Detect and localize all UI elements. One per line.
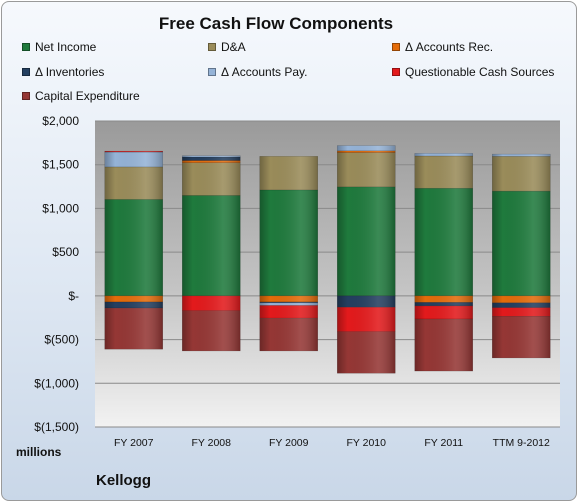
plot-area: [95, 121, 560, 427]
bar-segment-shade: [492, 154, 551, 157]
x-tick-label: FY 2008: [191, 437, 231, 449]
legend-swatch-net-income: [22, 43, 30, 51]
y-tick-label: $-: [68, 289, 79, 303]
y-tick-label: $500: [52, 245, 79, 259]
bar-segment-shade: [337, 307, 396, 332]
bar-segment-shade: [414, 153, 473, 156]
legend-label: Δ Accounts Pay.: [221, 65, 308, 79]
legend-swatch-accounts-rec: [392, 43, 400, 51]
bar-segment-shade: [259, 156, 318, 190]
y-tick-label: $1,000: [42, 201, 79, 215]
bar-segment-shade: [182, 162, 241, 196]
legend-item-accounts-rec: Δ Accounts Rec.: [392, 40, 493, 54]
x-tick-label: FY 2011: [424, 437, 463, 449]
bar-stack: [104, 150, 163, 350]
bar-stack: [414, 153, 473, 372]
bar-segment-shade: [337, 150, 396, 153]
bar-segment-shade: [104, 151, 163, 153]
bar-segment-shade: [492, 302, 551, 308]
bar-segment-shade: [182, 310, 241, 351]
x-tick-label: FY 2010: [346, 437, 386, 449]
bar-segment-shade: [414, 305, 473, 320]
bar-segment-shade: [104, 295, 163, 302]
bar-segment-shade: [414, 295, 473, 303]
bar-segment-shade: [259, 189, 318, 296]
bar-segment-shade: [104, 152, 163, 167]
bars: [104, 145, 551, 374]
legend-label: Δ Accounts Rec.: [405, 40, 494, 54]
bar-segment-shade: [337, 331, 396, 374]
bar-segment-shade: [259, 318, 318, 351]
bar-segment-shade: [337, 145, 396, 151]
bar-segment-shade: [182, 295, 241, 311]
legend-swatch-accounts-pay: [208, 68, 216, 76]
bar-segment-shade: [104, 199, 163, 296]
legend-label: Questionable Cash Sources: [405, 65, 555, 79]
y-tick-label: $(500): [44, 333, 79, 347]
bar-segment-shade: [414, 319, 473, 372]
bar-segment-shade: [492, 307, 551, 317]
bar-segment-shade: [104, 308, 163, 350]
legend-label: Net Income: [35, 40, 97, 54]
company-name: Kellogg: [96, 472, 151, 489]
chart-title: Free Cash Flow Components: [158, 14, 394, 33]
bar-segment-shade: [492, 156, 551, 192]
legend-item-net-income: Net Income: [22, 40, 96, 54]
bar-segment-shade: [104, 166, 163, 200]
legend-swatch-inventories: [22, 68, 30, 76]
legend-swatch-questionable-cash: [392, 68, 400, 76]
bar-segment-shade: [414, 302, 473, 306]
bar-segment-shade: [182, 160, 241, 163]
bar-segment-shade: [104, 301, 163, 309]
legend-label: Capital Expenditure: [35, 89, 140, 103]
x-tick-label: FY 2009: [269, 437, 309, 449]
gridlines: [95, 120, 560, 428]
bar-segment-shade: [337, 295, 396, 308]
legend-swatch-da: [208, 43, 216, 51]
legend-item-accounts-pay: Δ Accounts Pay.: [208, 65, 308, 79]
legend-item-questionable-cash: Questionable Cash Sources: [392, 65, 554, 79]
bar-segment-shade: [182, 195, 241, 296]
legend-item-da: D&A: [208, 40, 246, 54]
bar-segment-shade: [182, 155, 241, 158]
bar-stack: [492, 153, 551, 359]
bar-segment-shade: [492, 191, 551, 296]
units-label: millions: [16, 445, 62, 459]
legend-swatch-capex: [22, 92, 30, 100]
bar-stack: [182, 155, 241, 352]
bar-segment-shade: [259, 305, 318, 319]
bar-stack: [337, 145, 396, 374]
x-tick-label: TTM 9-2012: [493, 437, 550, 449]
bar-stack: [259, 156, 318, 352]
bar-segment-shade: [414, 155, 473, 189]
bar-segment-shade: [492, 295, 551, 303]
legend-item-capex: Capital Expenditure: [22, 89, 140, 103]
legend-label: Δ Inventories: [35, 65, 105, 79]
bar-segment-shade: [182, 157, 241, 161]
bar-segment-shade: [259, 302, 318, 306]
bar-segment-shade: [259, 301, 318, 303]
y-tick-label: $1,500: [42, 158, 79, 172]
x-tick-label: FY 2007: [114, 437, 154, 449]
bar-segment-shade: [337, 152, 396, 187]
legend-item-inventories: Δ Inventories: [22, 65, 104, 79]
y-tick-label: $(1,000): [34, 376, 79, 390]
bar-segment-shade: [414, 188, 473, 296]
bar-segment-shade: [337, 186, 396, 296]
y-axis-ticks: $2,000 $1,500 $1,000 $500 $- $(500) $(1,000) $(…: [34, 114, 79, 434]
y-tick-label: $2,000: [42, 114, 79, 128]
x-axis-ticks: FY 2007 FY 2008 FY 2009 FY 2010 FY 2011 TTM 9…: [114, 437, 550, 449]
legend-label: D&A: [221, 40, 246, 54]
bar-segment-shade: [259, 295, 318, 302]
y-tick-label: $(1,500): [34, 420, 79, 434]
bar-segment-shade: [492, 316, 551, 358]
